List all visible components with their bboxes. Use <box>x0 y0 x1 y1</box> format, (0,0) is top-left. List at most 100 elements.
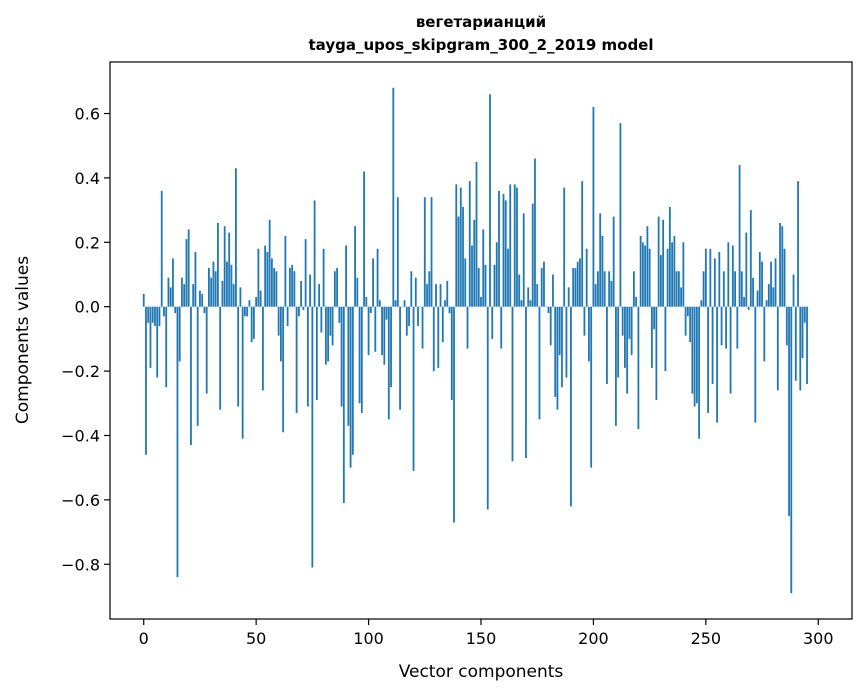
bar-component-216 <box>628 306 631 339</box>
bar-component-234 <box>668 206 671 307</box>
bar-component-78 <box>318 284 321 307</box>
bar-component-259 <box>725 306 727 349</box>
bar-component-230 <box>659 255 662 307</box>
bar-component-133 <box>441 306 444 343</box>
bar-component-160 <box>502 194 505 307</box>
bar-component-194 <box>579 258 581 307</box>
bar-component-201 <box>594 284 597 307</box>
bar-component-97 <box>360 306 363 413</box>
bar-component-284 <box>781 226 784 307</box>
bar-component-86 <box>336 268 338 307</box>
bar-component-134 <box>444 300 446 307</box>
bar-component-145 <box>468 181 471 307</box>
bar-component-49 <box>253 306 255 339</box>
bar-component-247 <box>698 306 700 439</box>
bar-component-217 <box>630 306 633 355</box>
bar-component-29 <box>208 268 210 307</box>
bar-component-76 <box>313 200 316 307</box>
bar-component-290 <box>794 306 797 381</box>
bar-component-8 <box>160 190 163 307</box>
bar-component-71 <box>302 306 305 310</box>
bar-component-84 <box>331 306 334 346</box>
bar-component-187 <box>563 187 566 307</box>
bar-component-227 <box>653 306 656 330</box>
bar-component-168 <box>520 300 523 307</box>
bar-component-136 <box>448 306 451 314</box>
bar-component-150 <box>480 297 482 307</box>
bar-component-80 <box>322 248 325 307</box>
bar-component-36 <box>223 226 226 307</box>
bar-component-82 <box>327 306 329 362</box>
bar-component-233 <box>666 248 669 307</box>
y-tick-label: −0.6 <box>61 491 100 510</box>
x-tick-label: 200 <box>578 629 609 648</box>
bar-component-31 <box>212 261 215 307</box>
y-tick-label: 0.2 <box>75 233 100 252</box>
bar-component-186 <box>561 306 563 388</box>
bar-component-289 <box>792 274 795 307</box>
bar-component-44 <box>241 306 244 439</box>
bar-component-37 <box>226 261 228 307</box>
bar-component-17 <box>181 277 183 307</box>
bar-component-73 <box>306 306 309 407</box>
bar-component-183 <box>554 306 557 397</box>
bar-component-239 <box>680 287 683 307</box>
bar-component-54 <box>264 245 267 307</box>
bar-component-40 <box>232 284 235 307</box>
bar-component-256 <box>718 251 721 307</box>
bar-component-94 <box>354 226 356 307</box>
bar-component-189 <box>567 287 570 307</box>
bar-component-291 <box>797 181 799 307</box>
bar-component-270 <box>749 210 752 307</box>
bar-component-245 <box>693 306 696 407</box>
bar-component-152 <box>484 264 487 307</box>
bar-component-26 <box>201 293 204 307</box>
bar-component-250 <box>704 248 707 307</box>
bar-component-50 <box>255 297 258 307</box>
bar-component-156 <box>493 264 496 307</box>
bar-component-255 <box>716 306 718 423</box>
bar-component-175 <box>536 284 539 307</box>
x-tick-label: 100 <box>353 629 384 648</box>
bar-component-200 <box>592 107 595 307</box>
bar-component-214 <box>624 306 626 368</box>
bar-component-242 <box>686 306 689 317</box>
bar-component-27 <box>203 306 206 314</box>
bar-component-274 <box>758 251 761 307</box>
bar-component-253 <box>711 306 714 384</box>
bar-component-74 <box>309 274 312 307</box>
bar-component-115 <box>401 306 404 308</box>
bar-component-261 <box>729 306 732 394</box>
bar-component-158 <box>498 190 500 307</box>
bar-component-235 <box>671 242 674 307</box>
bar-component-212 <box>619 123 622 307</box>
bar-component-148 <box>475 161 478 307</box>
bar-component-105 <box>378 300 381 307</box>
x-tick-label: 0 <box>139 629 149 648</box>
bar-component-144 <box>466 306 469 349</box>
bar-component-229 <box>657 216 660 307</box>
bar-component-128 <box>430 197 433 307</box>
bar-component-102 <box>372 258 374 307</box>
bar-component-169 <box>522 213 525 307</box>
bar-component-206 <box>606 306 608 384</box>
bar-component-248 <box>700 300 703 307</box>
bar-component-127 <box>428 271 431 307</box>
y-tick-label: −0.8 <box>61 555 100 574</box>
y-tick-label: 0.6 <box>75 105 100 124</box>
bar-component-100 <box>367 306 370 355</box>
bar-component-159 <box>500 306 503 349</box>
bar-component-112 <box>394 300 397 307</box>
bar-component-285 <box>783 248 786 307</box>
bar-component-120 <box>412 306 415 471</box>
bar-component-113 <box>396 197 399 307</box>
bar-component-188 <box>565 306 568 378</box>
bar-component-139 <box>455 184 458 307</box>
bar-component-146 <box>471 245 473 307</box>
bar-component-179 <box>545 306 548 308</box>
bar-component-211 <box>617 306 620 378</box>
bar-component-20 <box>187 229 190 307</box>
bar-component-108 <box>385 306 388 320</box>
bar-component-249 <box>702 271 705 307</box>
bar-component-55 <box>266 251 269 307</box>
